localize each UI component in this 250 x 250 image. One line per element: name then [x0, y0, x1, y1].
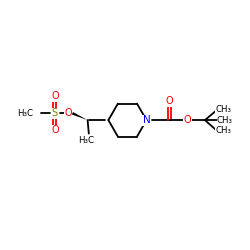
Text: O: O	[51, 126, 59, 136]
Text: H₃C: H₃C	[18, 109, 34, 118]
Text: CH₃: CH₃	[217, 116, 233, 124]
Text: N: N	[143, 115, 150, 125]
Text: CH₃: CH₃	[215, 126, 231, 135]
Text: O: O	[166, 96, 173, 106]
Text: S: S	[52, 108, 58, 118]
Text: CH₃: CH₃	[215, 105, 231, 114]
Polygon shape	[72, 112, 88, 120]
Text: O: O	[64, 108, 72, 118]
Text: H₃C: H₃C	[78, 136, 94, 145]
Text: O: O	[184, 115, 191, 125]
Text: O: O	[51, 91, 59, 101]
